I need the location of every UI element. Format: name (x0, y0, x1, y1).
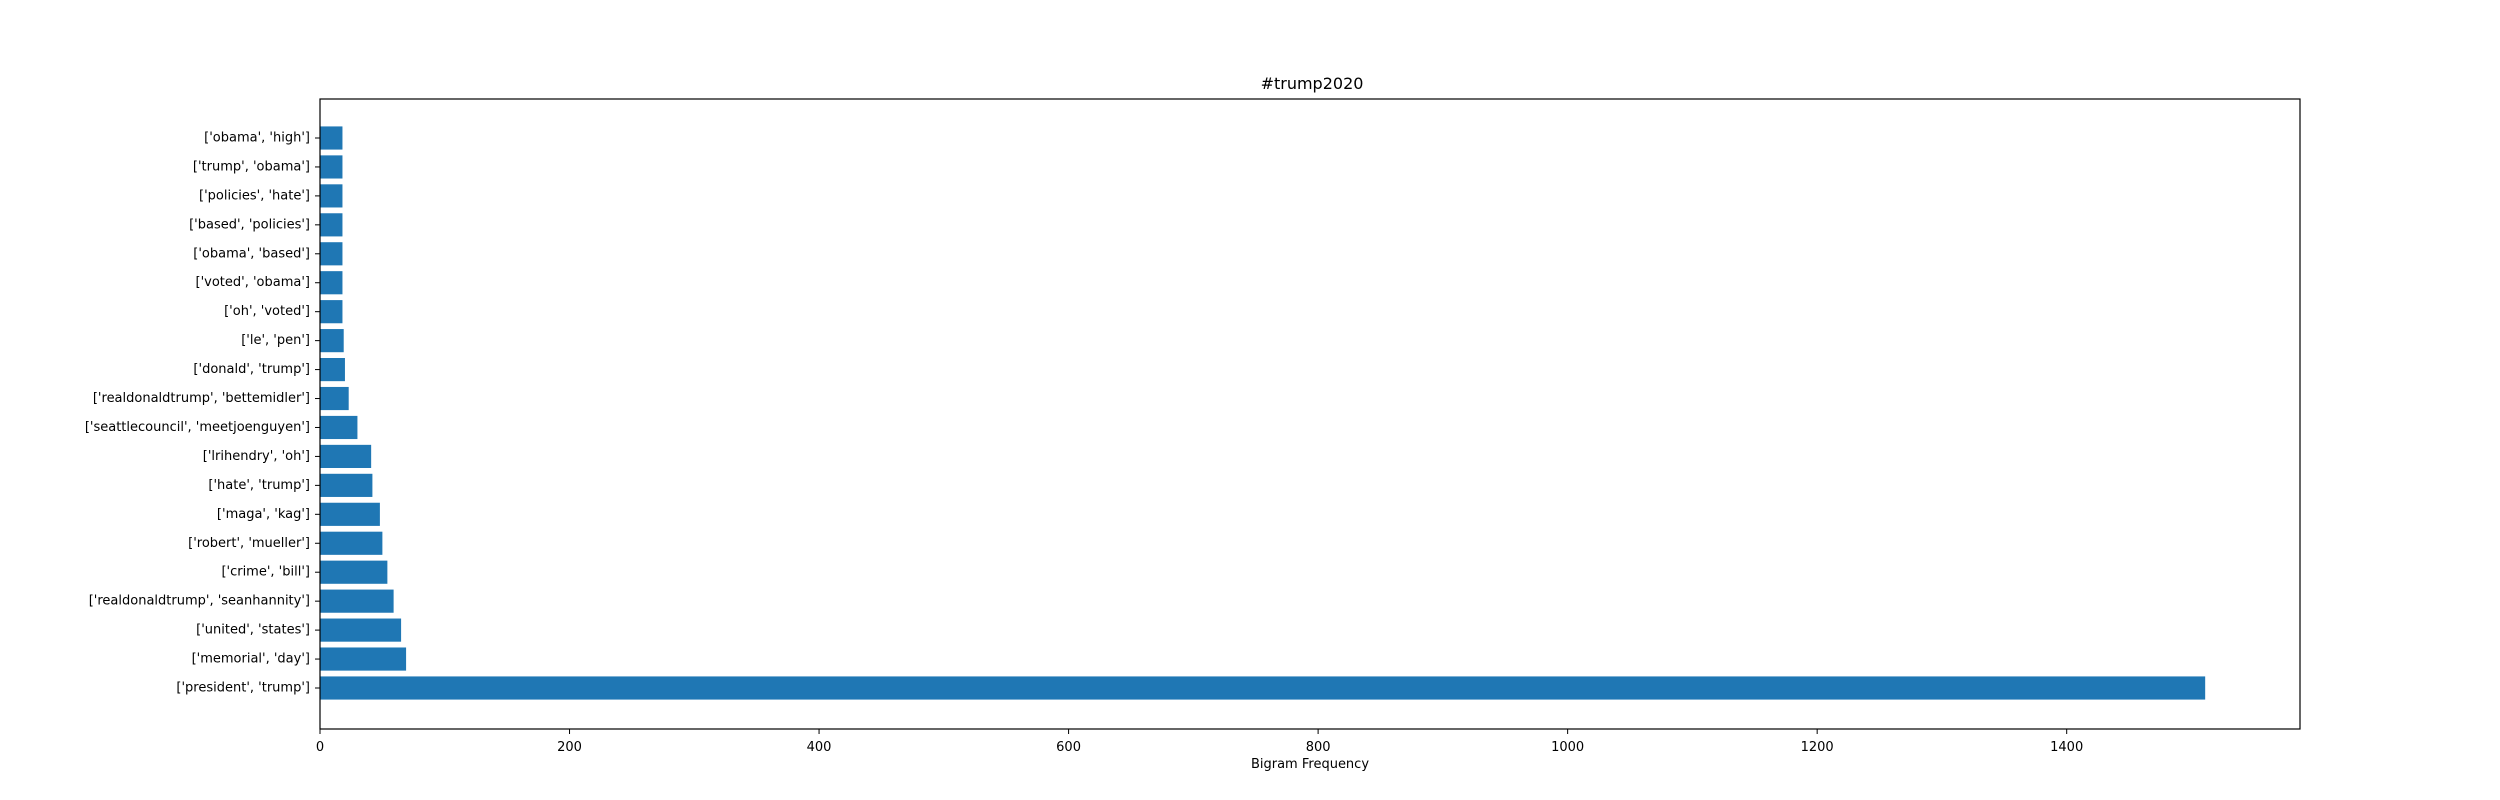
bar (320, 618, 402, 642)
bar (320, 329, 344, 353)
bar (320, 271, 343, 295)
bar (320, 589, 394, 613)
bar (320, 213, 343, 237)
bar (320, 242, 343, 266)
x-tick-label: 200 (557, 740, 582, 755)
bar (320, 415, 358, 440)
y-tick-label: ['policies', 'hate'] (199, 188, 310, 203)
x-tick-label: 1200 (1801, 740, 1834, 755)
chart-title: #trump2020 (1261, 74, 1364, 93)
bar (320, 126, 343, 150)
x-tick-label: 1400 (2050, 740, 2083, 755)
y-tick-label: ['hate', 'trump'] (208, 478, 310, 493)
y-tick-label: ['seattlecouncil', 'meetjoenguyen'] (85, 420, 310, 435)
x-tick-label: 1000 (1551, 740, 1584, 755)
x-tick-label: 0 (316, 740, 324, 755)
y-tick-label: ['united', 'states'] (196, 623, 310, 638)
bar (320, 502, 380, 526)
x-axis-label: Bigram Frequency (1251, 757, 1369, 772)
x-tick-label: 800 (1306, 740, 1331, 755)
y-tick-label: ['realdonaldtrump', 'bettemidler'] (93, 391, 310, 406)
bar (320, 300, 343, 324)
y-tick-label: ['robert', 'mueller'] (188, 536, 310, 551)
y-tick-label: ['obama', 'based'] (193, 246, 310, 261)
y-axis: ['president', 'trump'] ['memorial', 'day'… (85, 131, 320, 696)
y-tick-label: ['president', 'trump'] (176, 681, 310, 696)
bar (320, 473, 373, 497)
bar (320, 386, 349, 411)
plot-area (320, 126, 2206, 700)
bar (320, 155, 343, 179)
bar (320, 647, 407, 671)
bar (320, 444, 372, 468)
bar (320, 358, 345, 382)
y-tick-label: ['donald', 'trump'] (193, 362, 310, 377)
y-tick-label: ['lrihendry', 'oh'] (203, 449, 310, 464)
bar (320, 560, 388, 584)
y-tick-label: ['based', 'policies'] (189, 217, 310, 232)
y-tick-label: ['oh', 'voted'] (224, 304, 310, 319)
y-tick-label: ['memorial', 'day'] (192, 652, 310, 667)
y-tick-label: ['crime', 'bill'] (221, 565, 310, 580)
y-tick-label: ['le', 'pen'] (241, 333, 310, 348)
bar (320, 184, 343, 208)
bar (320, 531, 383, 555)
y-tick-label: ['trump', 'obama'] (193, 159, 310, 174)
y-tick-label: ['realdonaldtrump', 'seanhannity'] (89, 594, 310, 609)
y-tick-label: ['voted', 'obama'] (196, 275, 311, 290)
y-tick-label: ['maga', 'kag'] (217, 507, 310, 522)
bar (320, 676, 2206, 700)
x-tick-label: 600 (1056, 740, 1081, 755)
x-tick-label: 400 (807, 740, 832, 755)
x-axis: 0 200 400 600 800 1000 1200 1400 (316, 729, 2083, 755)
y-tick-label: ['obama', 'high'] (204, 131, 310, 146)
plot-frame (319, 98, 2301, 730)
